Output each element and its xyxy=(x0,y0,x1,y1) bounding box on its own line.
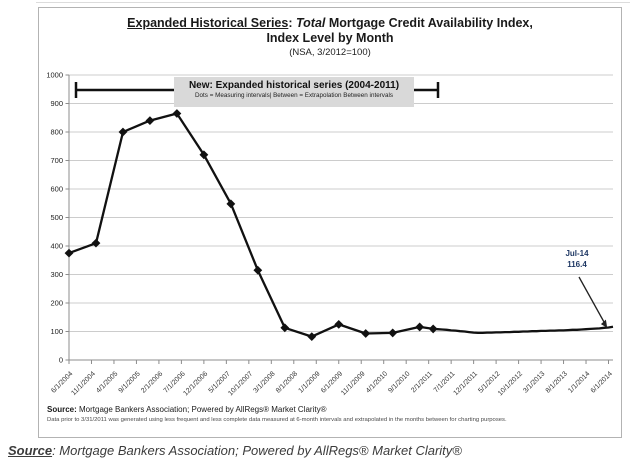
data-point-marker xyxy=(118,127,128,137)
chart-source-note: Source: Mortgage Bankers Association; Po… xyxy=(47,405,327,414)
x-tick-label: 1/1/2009 xyxy=(297,370,321,394)
data-point-marker xyxy=(172,109,182,118)
y-tick-label: 100 xyxy=(50,327,63,336)
data-point-marker xyxy=(415,322,425,332)
x-tick-label: 4/1/2010 xyxy=(365,370,389,394)
callout-heading: New: Expanded historical series (2004-20… xyxy=(188,80,400,91)
data-point-marker xyxy=(307,332,317,342)
chart-title-line2: Index Level by Month xyxy=(266,31,394,45)
chart-title: Expanded Historical Series: Total Mortga… xyxy=(39,16,621,59)
chart-footnote: Data prior to 3/31/2011 was generated us… xyxy=(47,417,507,423)
chart-title-line1: Expanded Historical Series: Total Mortga… xyxy=(127,16,533,30)
x-tick-label: 9/1/2005 xyxy=(118,370,142,394)
title-underlined-part: Expanded Historical Series xyxy=(127,16,289,30)
data-point-marker xyxy=(253,265,263,275)
end-value-date: Jul-14 xyxy=(565,249,589,258)
y-tick-label: 700 xyxy=(50,156,63,165)
x-tick-label: 12/1/2011 xyxy=(452,370,479,397)
y-tick-label: 800 xyxy=(50,128,63,137)
x-tick-label: 2/1/2006 xyxy=(140,370,164,394)
page-caption: Source: Mortgage Bankers Association; Po… xyxy=(8,443,462,458)
x-tick-label: 12/1/2006 xyxy=(182,370,209,397)
annotation-arrow xyxy=(578,276,605,323)
x-tick-label: 3/1/2008 xyxy=(253,370,277,394)
y-tick-label: 900 xyxy=(50,99,63,108)
x-tick-label: 9/1/2010 xyxy=(387,370,411,394)
top-divider xyxy=(36,2,630,3)
plot-area: 010020030040050060070080090010006/1/2004… xyxy=(46,71,614,398)
end-value-number: 116.4 xyxy=(567,260,587,269)
data-point-marker xyxy=(91,238,101,248)
y-tick-label: 300 xyxy=(50,270,63,279)
y-tick-label: 500 xyxy=(50,213,63,222)
x-tick-label: 2/1/2011 xyxy=(410,370,434,394)
data-point-marker xyxy=(280,323,290,333)
data-point-marker xyxy=(388,328,398,338)
x-tick-label: 1/1/2014 xyxy=(567,370,591,394)
data-point-marker xyxy=(145,116,155,125)
x-tick-label: 6/1/2014 xyxy=(590,370,614,394)
x-tick-label: 10/1/2012 xyxy=(497,370,524,397)
y-tick-label: 600 xyxy=(50,185,63,194)
x-tick-label: 3/1/2013 xyxy=(522,370,546,394)
callout-subtext: Dots = Measuring intervals| Between = Ex… xyxy=(195,92,393,99)
data-point-marker xyxy=(199,150,209,160)
y-tick-label: 1000 xyxy=(46,71,63,80)
x-tick-label: 11/1/2004 xyxy=(70,370,97,397)
x-tick-label: 8/1/2013 xyxy=(545,370,569,394)
y-tick-label: 400 xyxy=(50,242,63,251)
data-point-marker xyxy=(226,199,236,209)
x-tick-label: 10/1/2007 xyxy=(227,370,254,397)
x-tick-label: 4/1/2005 xyxy=(95,370,119,394)
annotation-arrowhead xyxy=(600,319,608,328)
data-point-marker xyxy=(428,324,438,334)
chart-subtitle: (NSA, 3/2012=100) xyxy=(289,47,371,58)
y-tick-label: 0 xyxy=(59,356,63,365)
title-italic-word: Total xyxy=(295,16,326,30)
data-point-marker xyxy=(334,319,344,329)
data-point-marker xyxy=(64,248,74,258)
chart-panel: 0 100 200 300 400 500 600 700 800 900 1000 6/1/2004… xyxy=(38,7,622,438)
y-tick-label: 200 xyxy=(50,299,63,308)
data-point-marker xyxy=(361,329,371,338)
x-tick-label: 8/1/2008 xyxy=(275,370,299,394)
x-tick-label: 11/1/2009 xyxy=(340,370,367,397)
callout-box: New: Expanded historical series (2004-20… xyxy=(174,77,414,107)
end-value-label: Jul-14 116.4 xyxy=(545,248,609,270)
